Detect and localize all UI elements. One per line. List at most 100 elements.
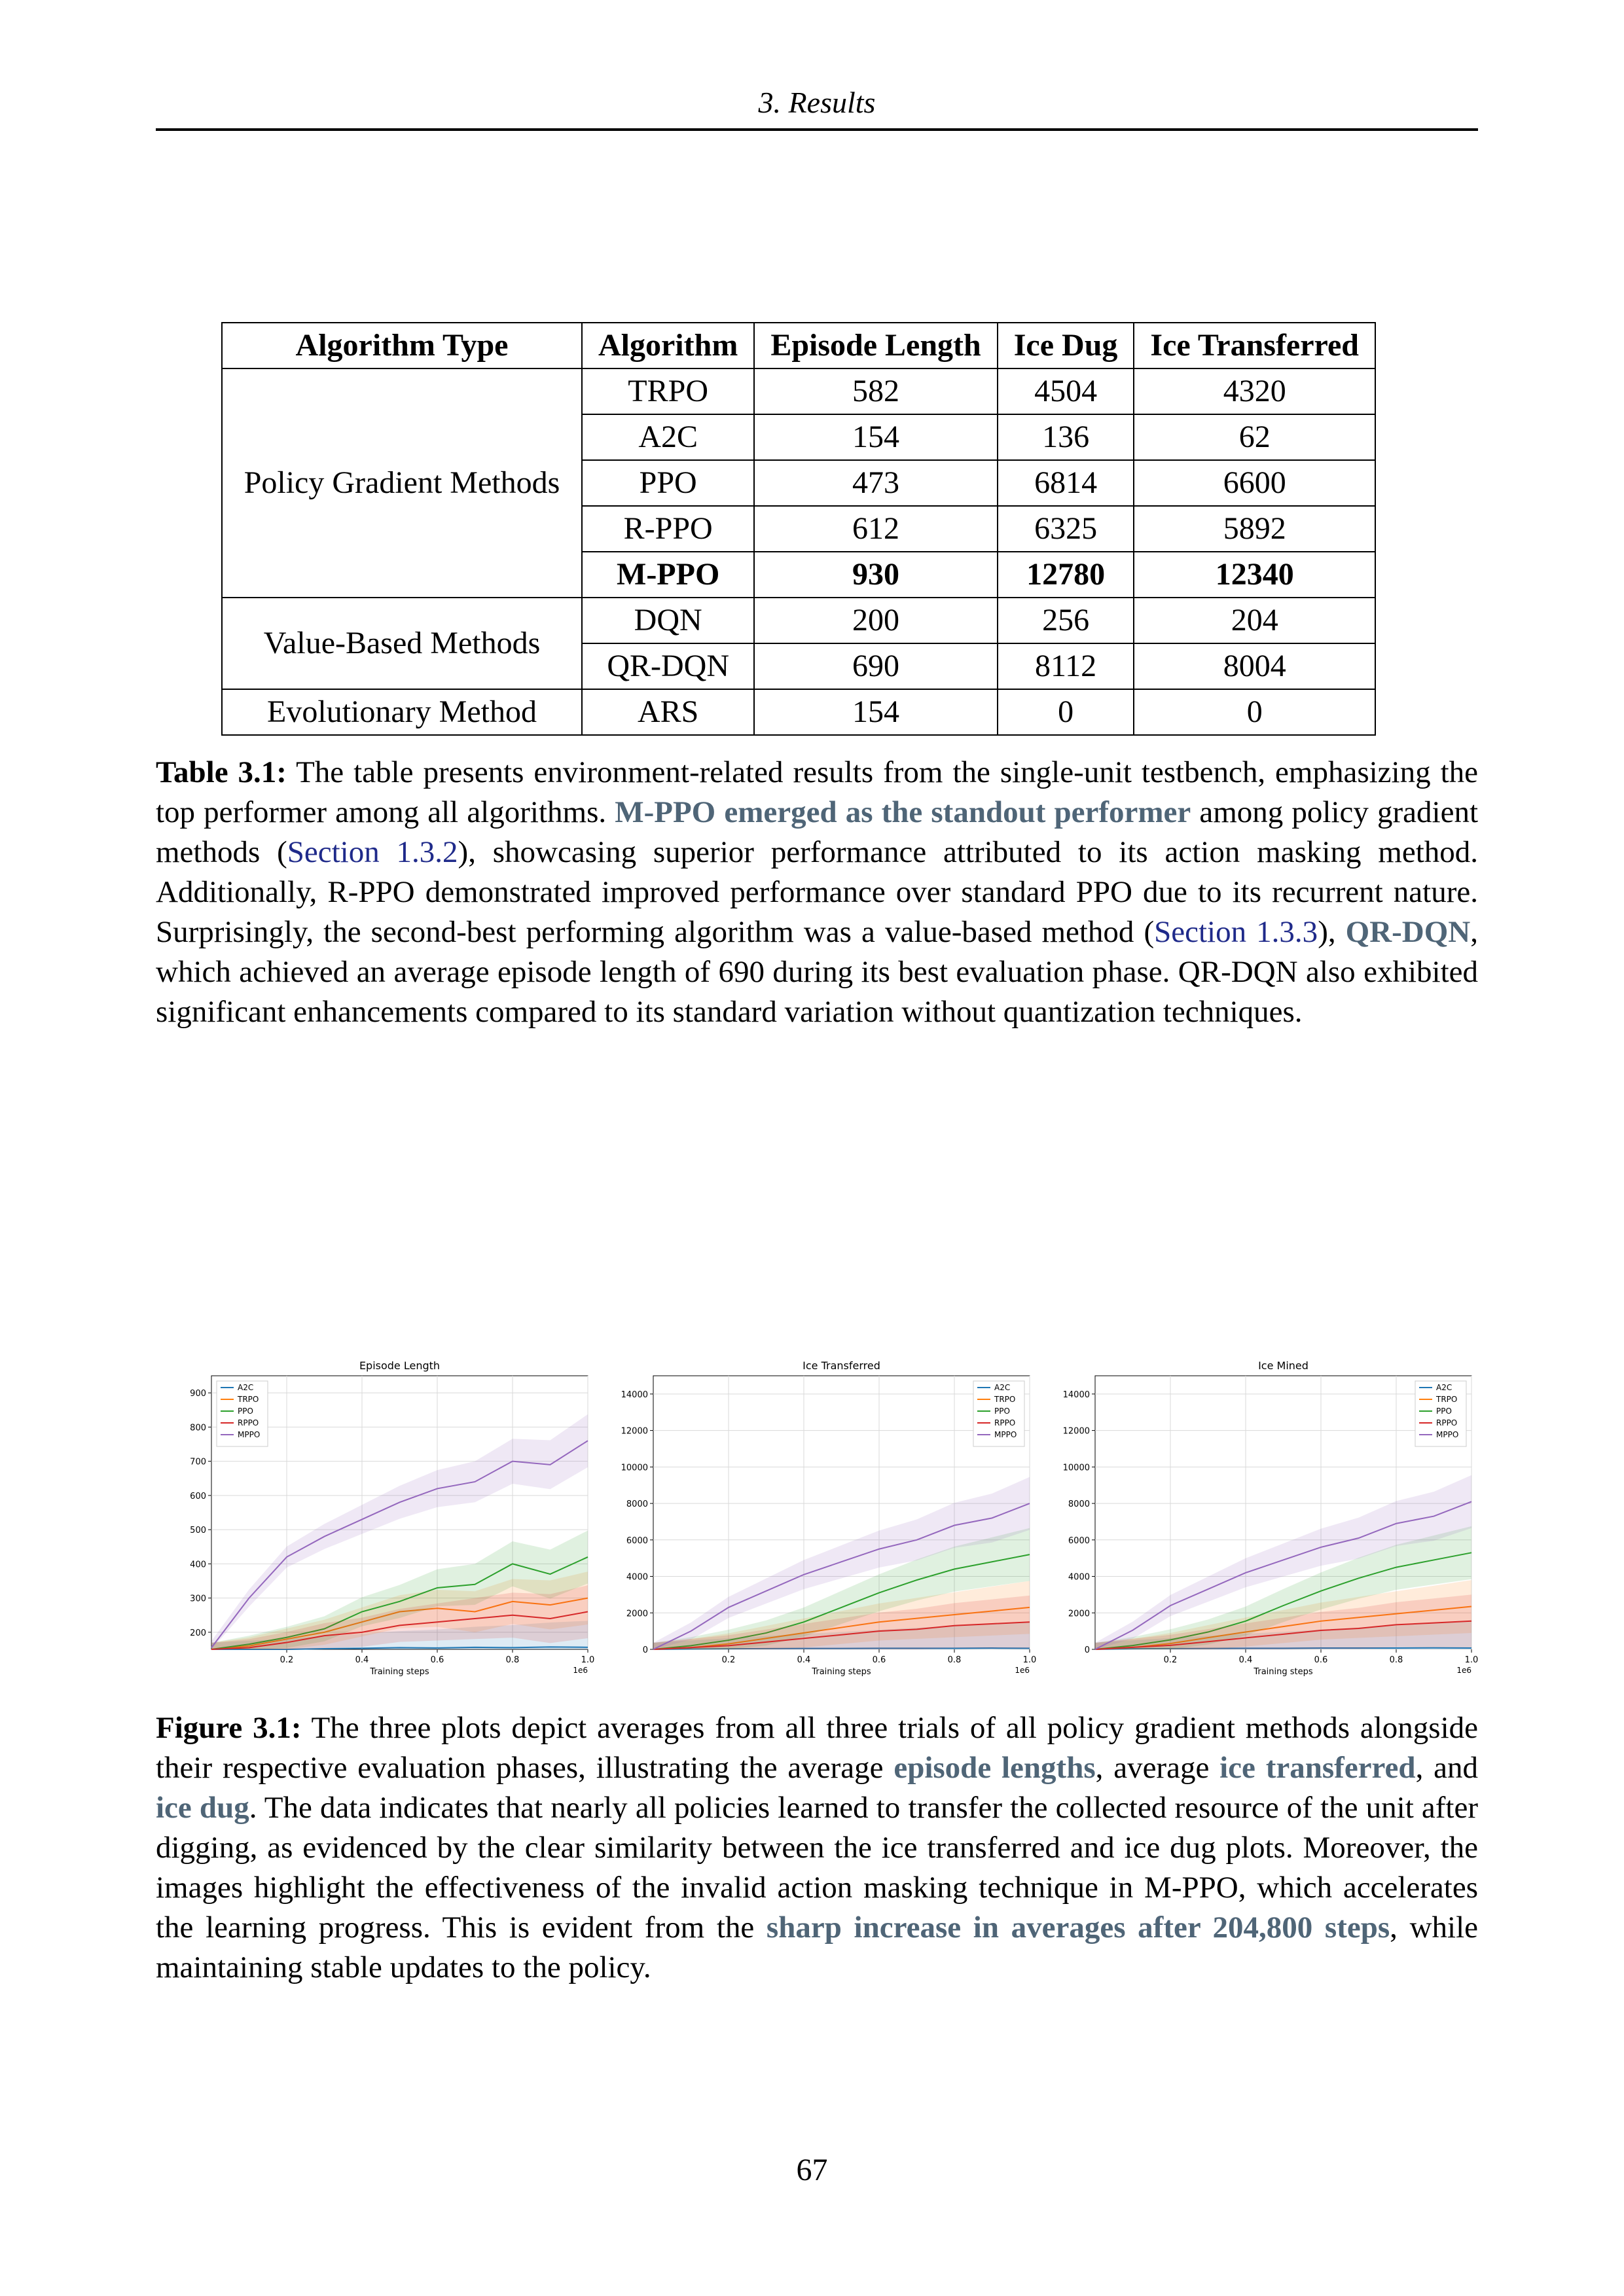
x-tick-label: 0.8 — [948, 1655, 962, 1665]
figure-caption: Figure 3.1: The three plots depict avera… — [156, 1708, 1478, 1988]
section-link[interactable]: Section 1.3.2 — [287, 835, 458, 869]
x-tick-label: 0.8 — [1390, 1655, 1403, 1665]
series-line-ppo — [1094, 1552, 1472, 1650]
table-caption: Table 3.1: The table presents environmen… — [156, 753, 1478, 1032]
series-line-ppo — [211, 1556, 588, 1650]
section-link[interactable]: Section 1.3.3 — [1154, 915, 1318, 949]
series-band-trpo — [653, 1581, 1030, 1649]
caption-highlight: M-PPO emerged as the standout performer — [615, 795, 1191, 829]
page-number: 67 — [796, 2153, 828, 2187]
cell-ice-transferred: 4320 — [1133, 368, 1376, 415]
col-header-episode-length: Episode Length — [753, 322, 998, 369]
series-line-trpo — [211, 1597, 588, 1650]
cell-episode-length: 154 — [753, 414, 998, 461]
x-tick-label: 0.6 — [1314, 1655, 1328, 1665]
caption-highlight: QR-DQN — [1345, 915, 1471, 949]
cell-algorithm: TRPO — [581, 368, 755, 415]
series-line-rppo — [211, 1611, 588, 1650]
plot-episode-length: Episode Length 200 300 400 500 600 700 800 900 0.… — [156, 1355, 594, 1682]
y-tick-label: 14000 — [1063, 1390, 1090, 1400]
cell-algorithm: A2C — [581, 414, 755, 461]
cell-episode-length: 582 — [753, 368, 998, 415]
y-tick-label: 700 — [190, 1458, 206, 1467]
cell-ice-dug: 12780 — [996, 551, 1135, 598]
y-tick-label: 2000 — [1068, 1609, 1090, 1619]
table-header-row: Algorithm Type Algorithm Episode Length … — [221, 322, 1376, 369]
x-offset-label: 1e6 — [1456, 1666, 1471, 1675]
legend-label: RPPO — [238, 1418, 259, 1427]
legend-label: MPPO — [994, 1430, 1017, 1439]
cell-algorithm: QR-DQN — [581, 643, 755, 690]
chart-title: Ice Mined — [1258, 1359, 1308, 1372]
group-value-based: Value-Based Methods — [221, 597, 583, 690]
cell-ice-transferred: 12340 — [1133, 551, 1376, 598]
cell-ice-dug: 6325 — [996, 505, 1135, 552]
x-tick-label: 0.6 — [873, 1655, 886, 1665]
series-band-a2c — [1095, 1621, 1471, 1649]
caption-highlight: episode lengths — [893, 1751, 1096, 1785]
x-tick-label: 1.0 — [581, 1655, 594, 1665]
cell-ice-dug: 6814 — [996, 459, 1135, 507]
y-tick-label: 900 — [190, 1389, 206, 1399]
series-line-a2c — [1094, 1647, 1472, 1650]
y-tick-label: 300 — [190, 1594, 206, 1604]
table-row: PPO 473 6814 6600 — [222, 459, 1376, 507]
series-band-mppo — [211, 1414, 588, 1649]
table-row: Value-Based Methods DQN 200 256 204 — [221, 597, 1376, 690]
cell-algorithm: M-PPO — [581, 551, 755, 598]
y-tick-label: 500 — [190, 1526, 206, 1535]
series-line-mppo — [653, 1503, 1030, 1650]
plot-area — [1094, 1375, 1472, 1650]
caption-text: The three plots depict averages from all… — [156, 1711, 1478, 1785]
series-band-ppo — [1095, 1526, 1471, 1649]
caption-text: among policy gradient methods ( — [156, 795, 1479, 869]
figure-3-1: Episode Length 200 300 400 500 600 700 800 900 0.… — [156, 1355, 1478, 1682]
y-tick-label: 200 — [190, 1628, 206, 1638]
series-band-trpo — [1095, 1580, 1471, 1649]
cell-ice-transferred: 8004 — [1133, 643, 1376, 690]
cell-episode-length: 154 — [753, 689, 998, 736]
y-tick-label: 600 — [190, 1492, 206, 1501]
table-row: A2C 154 136 62 — [222, 414, 1376, 461]
table-caption-label: Table 3.1: — [156, 755, 287, 789]
cell-ice-dug: 8112 — [996, 643, 1135, 690]
series-line-rppo — [653, 1621, 1030, 1650]
series-line-mppo — [1094, 1501, 1472, 1650]
caption-text: . The data indicates that nearly all pol… — [156, 1791, 1478, 1945]
running-header: 3. Results — [156, 81, 1478, 131]
legend-label: A2C — [994, 1383, 1010, 1392]
cell-algorithm: R-PPO — [581, 505, 755, 552]
caption-text: , and — [1415, 1751, 1478, 1785]
legend-label: PPO — [994, 1407, 1010, 1416]
x-offset-label: 1e6 — [573, 1666, 588, 1675]
y-tick-label: 0 — [643, 1645, 648, 1655]
y-tick-label: 800 — [190, 1423, 206, 1433]
y-tick-label: 10000 — [621, 1463, 648, 1473]
cell-algorithm: ARS — [581, 689, 755, 736]
y-tick-label: 14000 — [621, 1390, 648, 1400]
x-tick-label: 0.2 — [280, 1655, 294, 1665]
cell-episode-length: 690 — [753, 643, 998, 690]
col-header-ice-transferred: Ice Transferred — [1133, 322, 1376, 369]
x-tick-label: 0.2 — [722, 1655, 736, 1665]
caption-text: ), — [1318, 915, 1346, 949]
caption-highlight: sharp increase in averages after 204,800… — [766, 1910, 1390, 1945]
x-tick-label: 0.4 — [355, 1655, 369, 1665]
group-policy-gradient: Policy Gradient Methods — [221, 368, 583, 598]
legend-box — [973, 1380, 1025, 1447]
legend-box — [216, 1380, 268, 1447]
chart-title: Ice Transferred — [803, 1359, 880, 1372]
series-band-mppo — [1095, 1475, 1471, 1649]
series-band-rppo — [211, 1585, 588, 1649]
plot-ice-transferred: Ice Transferred 0 2000 4000 6000 8000 10000 120… — [598, 1355, 1036, 1682]
x-tick-label: 0.2 — [1164, 1655, 1178, 1665]
cell-ice-dug: 256 — [996, 597, 1135, 644]
y-tick-label: 12000 — [1063, 1427, 1090, 1437]
caption-text: ), showcasing superior performance attri… — [156, 835, 1478, 949]
col-header-ice-dug: Ice Dug — [996, 322, 1135, 369]
legend-label: RPPO — [994, 1418, 1015, 1427]
caption-highlight: ice transferred — [1219, 1751, 1416, 1785]
legend-label: A2C — [238, 1383, 253, 1392]
chart-title: Episode Length — [359, 1359, 440, 1372]
y-tick-label: 8000 — [1068, 1499, 1090, 1509]
